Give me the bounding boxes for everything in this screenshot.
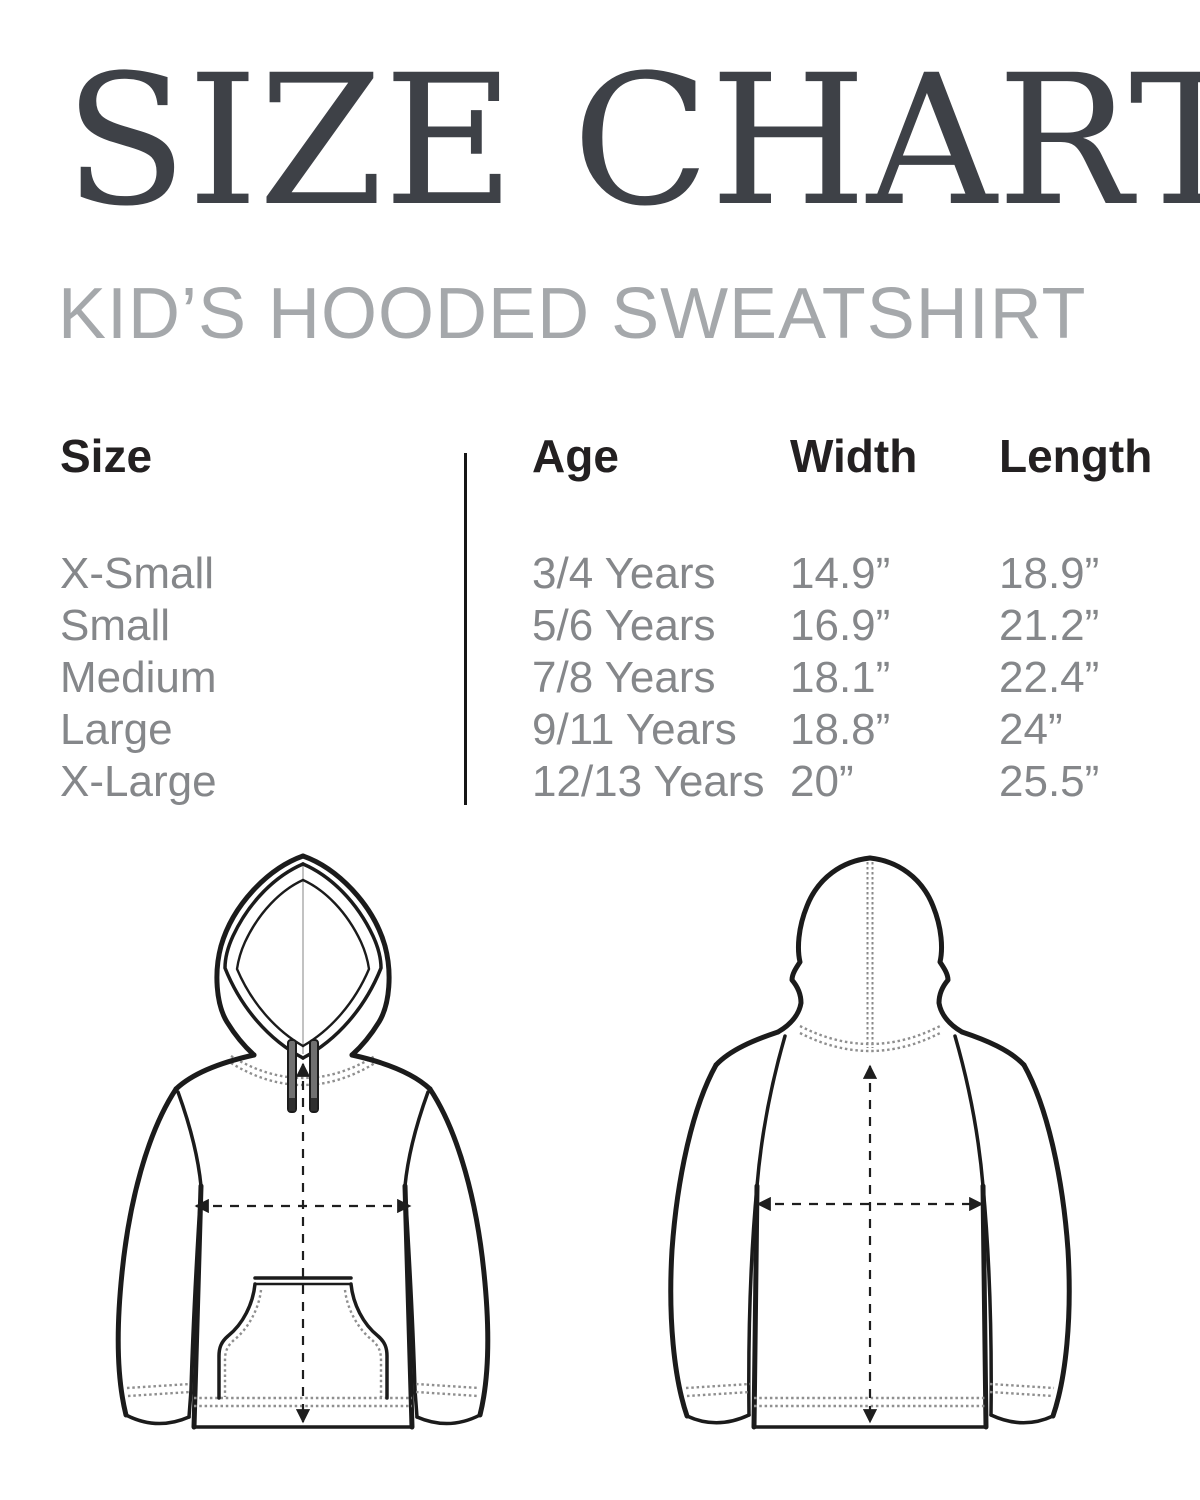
- hoodie-front-icon: [115, 853, 491, 1430]
- width-value: 14.9”: [790, 549, 891, 598]
- vertical-divider-line: [464, 453, 467, 805]
- length-value: 22.4”: [999, 653, 1100, 702]
- width-value: 18.8”: [790, 705, 891, 754]
- page-title: SIZE CHART: [64, 37, 1200, 246]
- column-header-width: Width: [790, 430, 918, 482]
- width-value: 20”: [790, 757, 854, 806]
- age-value: 3/4 Years: [532, 549, 716, 598]
- table-header-row: Size Age Width Length: [0, 430, 1200, 482]
- hoodie-back-diagram: [650, 850, 1090, 1470]
- table-row: Medium 7/8 Years 18.1” 22.4”: [0, 652, 1200, 704]
- length-value: 24”: [999, 705, 1063, 754]
- size-value: Small: [60, 601, 171, 650]
- table-row: X-Small 3/4 Years 14.9” 18.9”: [0, 548, 1200, 600]
- column-header-length: Length: [999, 430, 1153, 482]
- size-value: Large: [60, 705, 173, 754]
- length-value: 18.9”: [999, 549, 1100, 598]
- page-subtitle: KID’S HOODED SWEATSHIRT: [58, 274, 1087, 354]
- column-header-size: Size: [60, 430, 153, 482]
- hoodie-back-icon: [668, 855, 1072, 1430]
- table-row: Large 9/11 Years 18.8” 24”: [0, 704, 1200, 756]
- size-value: Medium: [60, 653, 217, 702]
- size-value: X-Large: [60, 757, 217, 806]
- age-value: 9/11 Years: [532, 705, 737, 754]
- hoodie-front-diagram: [83, 850, 523, 1470]
- length-value: 21.2”: [999, 601, 1100, 650]
- size-value: X-Small: [60, 549, 215, 598]
- length-value: 25.5”: [999, 757, 1100, 806]
- table-row: X-Large 12/13 Years 20” 25.5”: [0, 756, 1200, 808]
- table-row: Small 5/6 Years 16.9” 21.2”: [0, 600, 1200, 652]
- age-value: 7/8 Years: [532, 653, 716, 702]
- age-value: 12/13 Years: [532, 757, 765, 806]
- age-value: 5/6 Years: [532, 601, 716, 650]
- width-value: 16.9”: [790, 601, 891, 650]
- column-header-age: Age: [532, 430, 619, 482]
- width-value: 18.1”: [790, 653, 891, 702]
